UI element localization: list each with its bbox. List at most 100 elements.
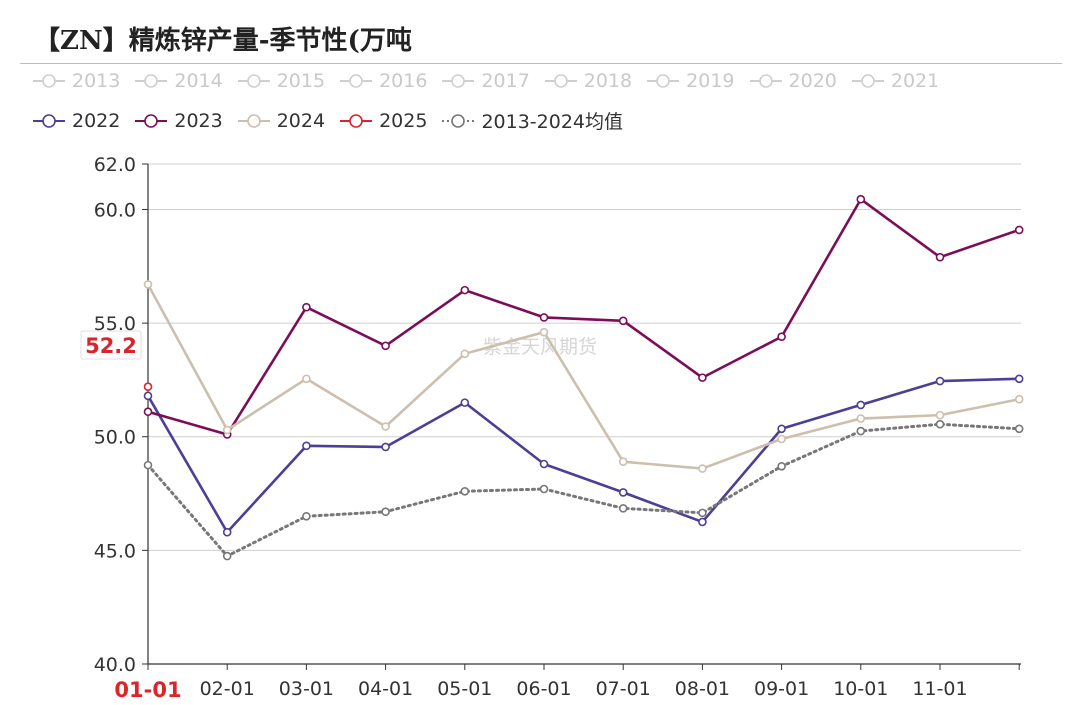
legend-item-2013-2024-[interactable]: 2013-2024均值 (441, 107, 623, 134)
data-point-2024 (856, 414, 866, 423)
legend-item-2013[interactable]: 2013 (32, 70, 120, 92)
watermark-text: 紫金天风期货 (483, 336, 597, 358)
legend-label: 2013-2024均值 (481, 111, 624, 133)
x-tick-label: 08-01 (675, 678, 730, 700)
data-point-2022 (539, 459, 549, 469)
data-point-2024 (698, 464, 707, 473)
x-tick-label: 06-01 (516, 678, 571, 700)
legend-item-2025[interactable]: 2025 (339, 107, 427, 134)
data-point-2024 (1014, 394, 1024, 404)
legend-label: 2017 (481, 70, 530, 92)
legend-marker-icon (442, 113, 475, 128)
legend-row-visible: 2022 2023 2024 2025 2013-2024均值 (32, 107, 637, 134)
y-highlight-box (80, 330, 142, 360)
legend-label: 2014 (174, 70, 223, 92)
data-point-2022 (856, 400, 866, 410)
legend-row-hidden: 2013 2014 2015 2016 2017 2018 2019 2020 2021 (32, 70, 953, 92)
legend-label: 2021 (890, 70, 940, 92)
data-point-2023 (539, 313, 549, 322)
data-point-2013-2024- (381, 507, 390, 517)
data-point-2024 (618, 457, 628, 467)
legend-marker-icon (135, 74, 168, 88)
legend-item-2014[interactable]: 2014 (134, 70, 223, 92)
data-point-2023 (1014, 225, 1024, 235)
data-point-2022 (777, 424, 786, 434)
data-point-2023 (302, 302, 311, 312)
data-point-2023 (460, 285, 470, 295)
data-point-2023 (935, 252, 945, 262)
data-point-2013-2024- (539, 484, 549, 494)
chart-title: 【ZN】精炼锌产量-季节性(万吨 (34, 26, 412, 56)
data-point-2022 (381, 442, 390, 452)
data-point-2023 (777, 332, 786, 342)
y-tick-label: 45.0 (94, 540, 136, 562)
data-point-2022 (1014, 374, 1024, 384)
x-tick-label: 05-01 (437, 678, 492, 700)
legend-marker-icon (340, 74, 373, 88)
data-point-2022 (222, 527, 232, 537)
legend-item-2016[interactable]: 2016 (339, 70, 427, 92)
data-point-2013-2024- (460, 486, 470, 496)
legend-label: 2025 (379, 109, 428, 132)
legend-label: 2013 (72, 70, 121, 92)
x-tick-label: 09-01 (754, 678, 809, 700)
title-divider (20, 63, 1062, 64)
data-point-2024 (381, 422, 390, 431)
legend-item-2024[interactable]: 2024 (237, 107, 325, 134)
y-tick-label: 55.0 (94, 313, 136, 335)
data-point-2022 (698, 517, 707, 527)
legend-label: 2015 (276, 70, 326, 92)
legend-marker-icon (851, 74, 884, 88)
x-tick-label: 10-01 (833, 678, 888, 700)
legend-label: 2016 (379, 70, 428, 92)
data-point-2013-2024- (618, 504, 628, 513)
data-point-2013-2024- (935, 419, 945, 429)
legend-item-2021[interactable]: 2021 (851, 70, 939, 92)
x-tick-label: 02-01 (200, 678, 255, 700)
x-tick-label: 11-01 (912, 678, 967, 700)
data-point-2023 (698, 373, 707, 382)
data-point-2024 (143, 280, 153, 289)
legend-marker-icon (442, 74, 475, 88)
data-point-2023 (143, 407, 153, 417)
data-point-2013-2024- (143, 460, 153, 470)
legend-item-2018[interactable]: 2018 (544, 70, 632, 92)
series-line-2022 (146, 377, 1020, 534)
data-point-2024 (935, 410, 945, 420)
legend-item-2023[interactable]: 2023 (134, 107, 223, 134)
legend-item-2020[interactable]: 2020 (749, 70, 837, 92)
y-tick-label: 62.0 (94, 154, 136, 176)
data-point-2024 (222, 425, 232, 435)
legend-marker-icon (33, 113, 65, 128)
legend-label: 2023 (174, 109, 223, 132)
x-tick-label: 04-01 (358, 678, 413, 700)
data-point-2023 (856, 194, 866, 204)
data-point-2013-2024- (777, 461, 786, 471)
legend-item-2022[interactable]: 2022 (32, 107, 120, 134)
y-tick-label: 50.0 (94, 427, 136, 449)
data-point-2022 (302, 441, 311, 451)
series-line-2023 (147, 197, 1020, 436)
legend-item-2017[interactable]: 2017 (441, 70, 530, 92)
data-point-2013-2024- (1014, 424, 1024, 434)
legend-item-2019[interactable]: 2019 (646, 70, 735, 92)
legend-marker-icon (647, 74, 680, 88)
data-point-2023 (618, 316, 628, 326)
series-line-2013-2024- (146, 422, 1021, 558)
legend-marker-icon (237, 74, 270, 88)
legend-marker-icon (340, 113, 373, 128)
data-point-2024 (302, 374, 311, 384)
y-highlight-label: 52.2 (85, 334, 137, 358)
data-point-2024 (539, 327, 549, 337)
data-point-2022 (143, 391, 153, 401)
data-point-2023 (381, 341, 390, 351)
legend-item-2015[interactable]: 2015 (237, 70, 325, 92)
legend-marker-icon (749, 74, 782, 88)
legend-marker-icon (33, 74, 65, 88)
data-point-2024 (777, 434, 786, 444)
data-point-2013-2024- (302, 511, 311, 521)
legend-label: 2018 (583, 70, 633, 92)
legend-marker-icon (135, 113, 168, 128)
data-point-2024 (460, 349, 470, 359)
